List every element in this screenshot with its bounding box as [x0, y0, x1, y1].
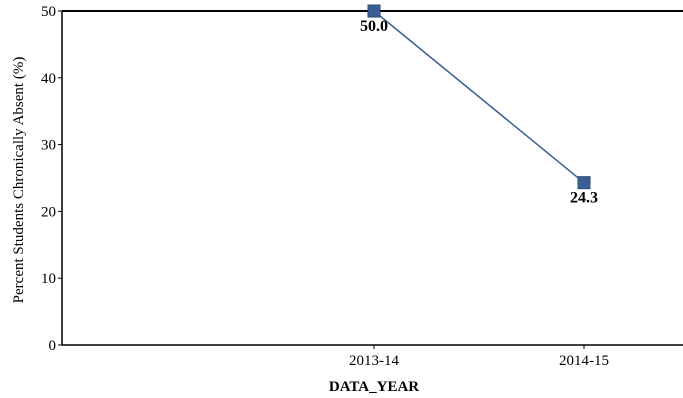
x-axis-title: DATA_YEAR	[329, 379, 419, 395]
data-point-marker	[577, 176, 591, 190]
y-tick-label: 30	[41, 138, 56, 154]
y-tick-label: 0	[49, 338, 57, 354]
data-point-marker	[367, 4, 381, 18]
data-label: 50.0	[360, 18, 388, 35]
x-axis-ticks: 2013-14 2014-15	[349, 345, 609, 369]
y-tick-label: 50	[41, 4, 56, 20]
data-label: 24.3	[570, 190, 598, 207]
series-layer	[367, 4, 591, 190]
y-tick-label: 40	[41, 71, 56, 87]
x-tick-label: 2013-14	[349, 353, 399, 369]
y-tick-label: 10	[41, 271, 56, 287]
x-tick-label: 2014-15	[559, 353, 609, 369]
y-axis-ticks: 0 10 20 30 40 50	[41, 4, 62, 354]
data-labels-layer: 50.0 24.3	[360, 18, 598, 207]
y-axis-title: Percent Students Chronically Absent (%)	[11, 57, 27, 304]
y-tick-label: 20	[41, 204, 56, 220]
series-line	[373, 10, 585, 184]
